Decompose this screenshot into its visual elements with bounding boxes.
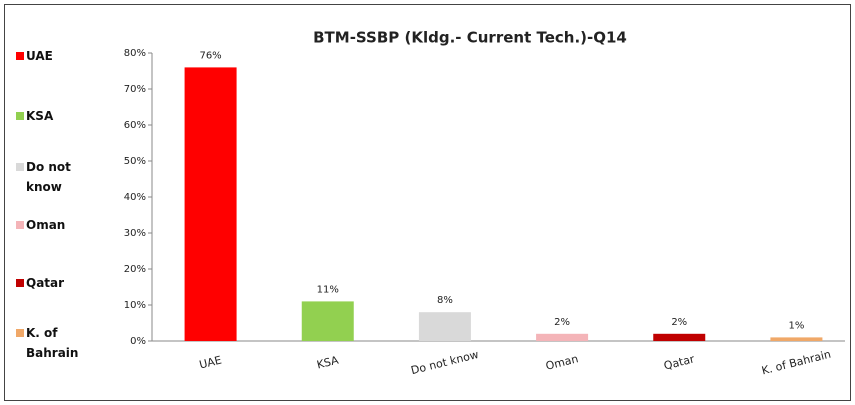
bar: [536, 333, 589, 341]
legend-item: UAE: [16, 46, 96, 66]
bar: [301, 301, 354, 341]
legend-item: Qatar: [16, 273, 96, 293]
y-tick-label: 20%: [124, 264, 146, 275]
legend-swatch: [16, 163, 24, 171]
x-tick-label: Qatar: [663, 352, 697, 372]
legend-swatch: [16, 329, 24, 337]
y-tick-label: 40%: [124, 192, 146, 203]
data-label: 11%: [317, 284, 339, 295]
x-tick-label: K. of Bahrain: [760, 348, 832, 378]
legend-swatch: [16, 279, 24, 287]
y-tick-label: 80%: [124, 48, 146, 59]
legend-label: KSA: [26, 109, 54, 123]
legend-label: UAE: [26, 49, 53, 63]
legend: UAE KSA Do not know Oman Qatar K. of Bahrain: [0, 0, 120, 405]
legend-label: Oman: [26, 218, 66, 232]
legend-item: Oman: [16, 215, 96, 235]
y-tick-label: 0%: [130, 336, 146, 347]
y-tick-label: 10%: [124, 300, 146, 311]
y-tick-label: 30%: [124, 228, 146, 239]
legend-item: KSA: [16, 106, 96, 126]
x-tick-label: Oman: [544, 352, 579, 373]
x-tick-label: KSA: [315, 353, 340, 371]
legend-swatch: [16, 221, 24, 229]
chart-title: BTM-SSBP (Kldg.- Current Tech.)-Q14: [313, 29, 627, 47]
data-label: 76%: [199, 50, 221, 61]
data-label: 2%: [554, 317, 570, 328]
legend-swatch: [16, 112, 24, 120]
data-label: 8%: [437, 295, 453, 306]
legend-swatch: [16, 52, 24, 60]
bar: [418, 312, 471, 341]
y-tick-label: 70%: [124, 84, 146, 95]
legend-label: K. of Bahrain: [26, 326, 79, 360]
x-tick-label: UAE: [198, 353, 223, 371]
legend-label: Do not know: [26, 160, 71, 194]
legend-item: K. of Bahrain: [16, 323, 96, 363]
data-label: 2%: [671, 317, 687, 328]
bar: [184, 67, 237, 342]
legend-label: Qatar: [26, 276, 65, 290]
bar: [653, 333, 706, 341]
y-tick-label: 50%: [124, 156, 146, 167]
y-tick-label: 60%: [124, 120, 146, 131]
bar: [770, 337, 823, 341]
x-tick-label: Do not know: [410, 348, 480, 377]
chart-frame: [4, 4, 851, 401]
data-label: 1%: [788, 320, 804, 331]
legend-item: Do not know: [16, 157, 96, 197]
